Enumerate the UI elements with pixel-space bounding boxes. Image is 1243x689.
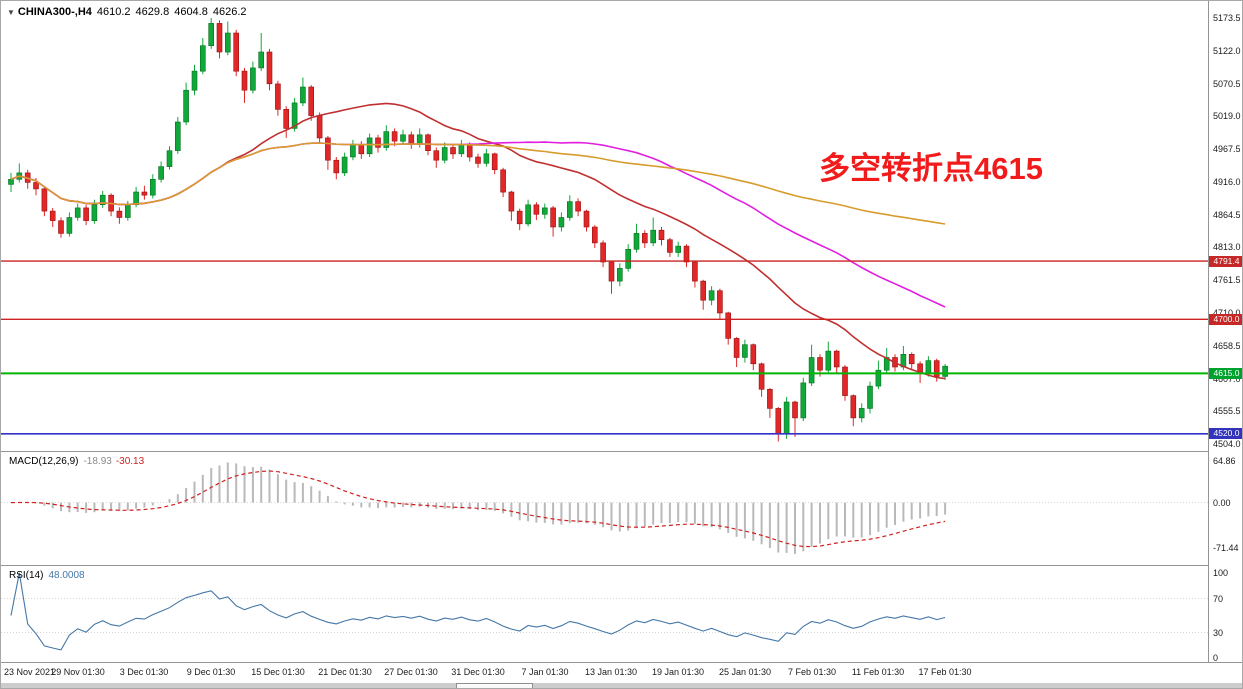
candles-group (8, 18, 948, 442)
price-axis-label: 4504.0 (1213, 439, 1241, 449)
price-axis-label: 4916.0 (1213, 176, 1241, 187)
time-axis-label: 13 Jan 01:30 (584, 667, 638, 677)
high-value: 4629.8 (135, 6, 170, 18)
price-axis-label: 4555.5 (1213, 406, 1241, 417)
time-axis-label: 29 Nov 01:30 (51, 667, 105, 677)
time-axis-label: 23 Nov 2021 (4, 667, 56, 677)
price-axis-label: 4967.5 (1213, 144, 1241, 155)
price-axis-label: 4813.0 (1213, 242, 1241, 253)
price-axis[interactable]: 5173.5 5122.0 5070.5 5019.0 4967.5 4916.0 4864… (1209, 1, 1242, 663)
panel-separator (1, 662, 1242, 663)
macd-value: -18.93 (83, 456, 112, 467)
time-axis-label: 7 Jan 01:30 (521, 667, 569, 677)
price-axis-label: 5019.0 (1213, 111, 1241, 122)
symbol-timeframe: CHINA300-,H4 (17, 6, 92, 18)
rsi-line (10, 572, 946, 651)
price-level-badge: 4520.0 (1209, 428, 1242, 440)
price-axis-label: 5173.5 (1213, 13, 1241, 23)
macd-canvas[interactable] (1, 452, 1208, 565)
time-axis-label: 25 Jan 01:30 (718, 667, 772, 677)
macd-axis-label: 0.00 (1213, 497, 1231, 508)
macd-axis-label: -71.44 (1213, 543, 1239, 553)
macd-signal-line (10, 470, 946, 548)
rsi-axis-label: 100 (1213, 568, 1229, 578)
panel-separator (1, 451, 1242, 452)
rsi-canvas[interactable] (1, 566, 1208, 662)
price-axis-label: 4710.0 (1213, 308, 1241, 318)
price-axis-label: 5122.0 (1213, 45, 1241, 56)
price-level-badge: 4791.4 (1209, 255, 1242, 267)
h-scrollbar-thumb[interactable] (456, 683, 533, 688)
time-axis-label: 21 Dec 01:30 (318, 667, 372, 677)
panel-separator (1, 565, 1242, 566)
price-level-badge: 4700.0 (1209, 313, 1242, 325)
time-axis-label: 27 Dec 01:30 (384, 667, 438, 677)
price-axis-label: 4658.5 (1213, 340, 1241, 351)
price-chart-canvas[interactable] (1, 1, 1208, 451)
axis-separator (1208, 1, 1209, 662)
macd-histogram (18, 462, 947, 554)
macd-indicator-label: MACD(12,26,9) -18.93 -30.13 (9, 456, 144, 467)
rsi-axis-label: 30 (1213, 627, 1224, 638)
open-value: 4610.2 (96, 6, 131, 18)
chart-dropdown-icon: ▼ (7, 8, 15, 17)
close-value: 4626.2 (212, 6, 247, 18)
low-value: 4604.8 (174, 6, 208, 18)
macd-name: MACD(12,26,9) (9, 456, 79, 467)
time-axis[interactable]: 23 Nov 2021 29 Nov 01:30 3 Dec 01:30 9 Dec … (1, 663, 1242, 683)
price-level-badge: 4615.0 (1209, 367, 1242, 379)
annotation-text: 多空转折点4615 (819, 151, 1043, 186)
time-axis-label: 31 Dec 01:30 (451, 667, 505, 677)
rsi-axis-label: 0 (1213, 653, 1219, 663)
price-axis-label: 4761.5 (1213, 275, 1241, 286)
macd-signal-value: -30.13 (115, 456, 145, 467)
time-axis-label: 19 Jan 01:30 (651, 667, 705, 677)
rsi-name: RSI(14) (9, 570, 44, 581)
rsi-axis-label: 70 (1213, 593, 1224, 604)
time-axis-label: 9 Dec 01:30 (186, 667, 236, 677)
macd-axis-label: 64.86 (1213, 456, 1236, 467)
time-axis-label: 7 Feb 01:30 (787, 667, 837, 677)
price-axis-label: 4864.5 (1213, 209, 1241, 220)
time-axis-label: 3 Dec 01:30 (119, 667, 169, 677)
ohlc-readout: ▼ CHINA300-,H4 4610.2 4629.8 4604.8 4626.2 (7, 6, 247, 18)
rsi-indicator-label: RSI(14) 48.0008 (9, 570, 85, 581)
rsi-value: 48.0008 (48, 570, 85, 581)
time-axis-label: 15 Dec 01:30 (251, 667, 305, 677)
time-axis-label: 11 Feb 01:30 (851, 667, 905, 677)
price-axis-label: 5070.5 (1213, 78, 1241, 89)
h-scrollbar-track[interactable] (1, 683, 1242, 688)
slow-ma-line (10, 142, 946, 225)
time-axis-label: 17 Feb 01:30 (918, 667, 972, 677)
